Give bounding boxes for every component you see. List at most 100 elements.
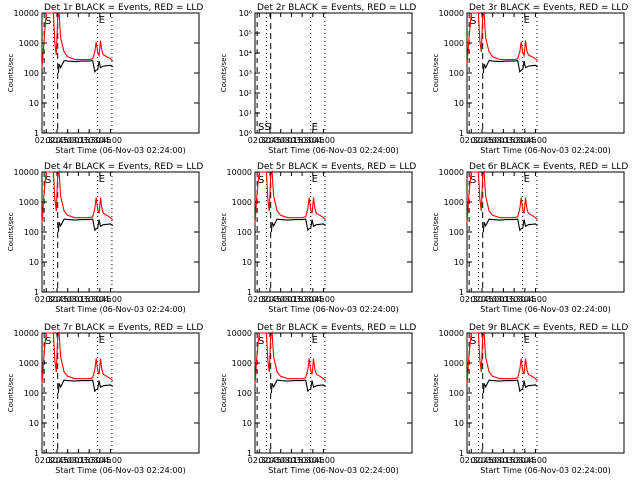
plot-title: Det 1r BLACK = Events, RED = LLD: [44, 3, 203, 13]
y-tick-label: 100: [237, 228, 252, 237]
events-rate-line: [482, 218, 538, 233]
x-tick-label: 04:00: [99, 295, 122, 304]
x-tick-label: 02:30: [35, 456, 58, 465]
end-marker: E: [99, 15, 105, 26]
x-tick-label: 03:00: [481, 456, 504, 465]
x-tick-label: 03:15: [280, 295, 303, 304]
x-tick-label: 03:30: [78, 295, 101, 304]
y-tick-label: 10¹: [239, 109, 252, 118]
detector-plot: Det 7r BLACK = Events, RED = LLD 02:3002:…: [7, 323, 203, 475]
x-tick-label: 04:00: [312, 456, 335, 465]
x-tick-label: 03:30: [503, 295, 526, 304]
end-marker: E: [312, 335, 318, 346]
y-tick-label: 100: [24, 69, 39, 78]
x-axis-label: Start Time (06-Nov-03 02:24:00): [480, 466, 610, 475]
x-tick-label: 03:30: [291, 295, 314, 304]
x-tick-label: 02:45: [45, 136, 68, 145]
y-tick-label: 1000: [444, 39, 464, 48]
plot-frame: [466, 171, 625, 293]
end-marker: E: [99, 174, 105, 185]
y-tick-label: 1000: [232, 359, 252, 368]
start-marker: SS: [258, 122, 271, 133]
x-tick-label: 02:30: [248, 295, 271, 304]
x-tick-label: 03:45: [301, 136, 324, 145]
x-tick-label: 03:00: [269, 136, 292, 145]
y-tick-label: 10000: [227, 168, 252, 177]
y-tick-label: 1000: [19, 198, 39, 207]
y-tick-label: 10000: [227, 329, 252, 338]
x-tick-label: 04:00: [524, 136, 547, 145]
x-tick-label: 02:30: [248, 456, 271, 465]
x-tick-label: 03:00: [56, 136, 79, 145]
y-tick-label: 100: [449, 389, 464, 398]
start-marker: S: [45, 336, 51, 347]
y-tick-label: 1000: [19, 359, 39, 368]
x-tick-label: 04:00: [312, 136, 335, 145]
start-marker: S: [45, 175, 51, 186]
x-tick-label: 03:30: [291, 136, 314, 145]
x-tick-label: 03:45: [88, 295, 111, 304]
plot-title: Det 3r BLACK = Events, RED = LLD: [469, 3, 628, 13]
y-tick-label: 1: [34, 449, 39, 458]
events-rate-line: [57, 218, 114, 233]
lld-rate-line: [41, 169, 114, 224]
detector-plot: Det 2r BLACK = Events, RED = LLD 02:3002:…: [220, 3, 416, 155]
x-tick-label: 03:00: [481, 136, 504, 145]
y-tick-label: 10: [242, 258, 252, 267]
start-marker: S: [470, 175, 476, 186]
x-tick-label: 03:00: [269, 456, 292, 465]
plot-title: Det 9r BLACK = Events, RED = LLD: [469, 323, 628, 333]
y-axis-label: Counts/sec: [432, 54, 440, 93]
x-tick-label: 03:15: [492, 136, 515, 145]
y-tick-label: 100: [449, 228, 464, 237]
y-tick-label: 10000: [14, 9, 39, 18]
y-tick-label: 10: [242, 419, 252, 428]
x-tick-label: 03:30: [503, 456, 526, 465]
x-tick-label: 02:45: [258, 295, 281, 304]
y-tick-label: 10000: [439, 168, 464, 177]
x-axis-label: Start Time (06-Nov-03 02:24:00): [268, 305, 398, 314]
end-marker: E: [312, 122, 318, 133]
events-rate-line: [270, 379, 326, 394]
lld-rate-line: [254, 330, 326, 385]
y-tick-label: 10000: [439, 9, 464, 18]
plot-title: Det 2r BLACK = Events, RED = LLD: [257, 3, 416, 13]
x-tick-label: 02:30: [460, 295, 483, 304]
start-marker: S: [45, 16, 51, 27]
y-tick-label: 10⁵: [239, 29, 252, 38]
plot-frame: [254, 12, 413, 134]
lld-rate-line: [466, 10, 538, 65]
x-tick-label: 02:30: [35, 295, 58, 304]
end-marker: E: [524, 335, 530, 346]
y-axis-label: Counts/sec: [220, 54, 228, 93]
detector-plot: Det 8r BLACK = Events, RED = LLD 02:3002:…: [220, 323, 416, 475]
x-tick-label: 02:45: [258, 456, 281, 465]
y-tick-label: 10: [29, 419, 39, 428]
y-axis-label: Counts/sec: [7, 374, 15, 413]
x-tick-label: 04:00: [99, 136, 122, 145]
detector-plot: Det 3r BLACK = Events, RED = LLD 02:3002:…: [432, 3, 628, 155]
events-rate-line: [482, 379, 538, 394]
y-tick-label: 10: [454, 99, 464, 108]
events-rate-line: [482, 59, 538, 74]
x-tick-label: 03:15: [67, 295, 90, 304]
y-axis-label: Counts/sec: [220, 374, 228, 413]
y-tick-label: 1: [247, 288, 252, 297]
x-tick-label: 02:30: [35, 136, 58, 145]
y-tick-label: 1: [459, 449, 464, 458]
y-tick-label: 10: [29, 99, 39, 108]
plot-frame: [466, 332, 625, 454]
y-tick-label: 1000: [444, 359, 464, 368]
x-axis-label: Start Time (06-Nov-03 02:24:00): [55, 146, 185, 155]
x-axis-label: Start Time (06-Nov-03 02:24:00): [55, 305, 185, 314]
x-tick-label: 03:45: [88, 456, 111, 465]
y-tick-label: 10³: [239, 69, 252, 78]
x-tick-label: 04:00: [312, 295, 335, 304]
x-tick-label: 03:45: [301, 456, 324, 465]
y-tick-label: 1: [459, 288, 464, 297]
x-tick-label: 03:15: [492, 456, 515, 465]
detector-plot: Det 6r BLACK = Events, RED = LLD 02:3002:…: [432, 162, 628, 314]
y-tick-label: 10: [29, 258, 39, 267]
lld-rate-line: [466, 169, 538, 224]
